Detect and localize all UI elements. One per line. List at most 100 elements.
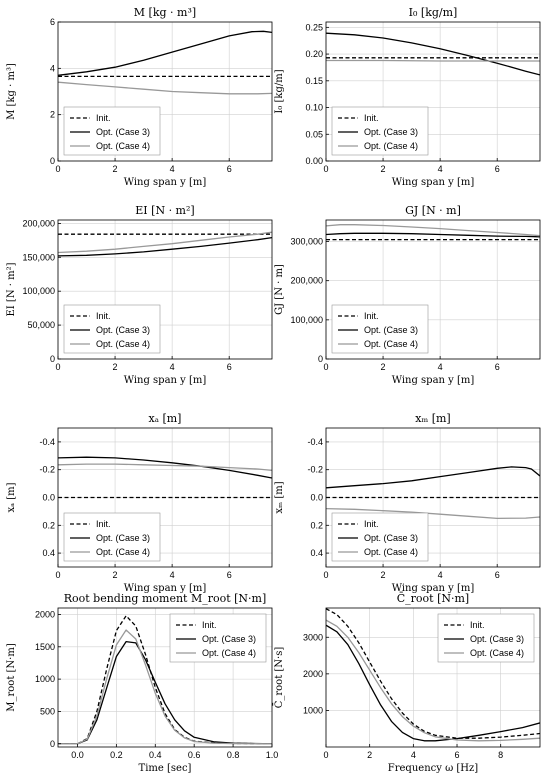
x-tick-label: 4 — [170, 164, 175, 174]
y-axis-label: M_root [N·m] — [6, 643, 17, 712]
series-line-2 — [326, 466, 540, 489]
x-tick-label: 6 — [495, 570, 500, 580]
x-tick-label: 0 — [323, 750, 328, 760]
y-tick-label: 3000 — [303, 632, 323, 642]
y-tick-label: 2000 — [303, 669, 323, 679]
y-tick-label: 0.05 — [305, 129, 323, 139]
legend-label-1: Init. — [364, 311, 379, 321]
legend-box — [331, 106, 429, 156]
x-tick-label: 2 — [381, 164, 386, 174]
x-tick-label: 0 — [55, 164, 60, 174]
plot-frame — [57, 21, 273, 162]
y-tick-label: 1000 — [35, 674, 55, 684]
y-tick-label: 0.4 — [310, 548, 323, 558]
y-tick-label: 100,000 — [290, 315, 323, 325]
x-tick-label: 4 — [170, 362, 175, 372]
legend-label-2: Opt. (Case 3) — [96, 533, 150, 543]
y-tick-label: 100,000 — [22, 286, 55, 296]
legend: Init. Opt. (Case 3) Opt. (Case 4) — [331, 106, 429, 156]
x-tick-label: 0 — [55, 570, 60, 580]
y-tick-label: -0.4 — [39, 437, 55, 447]
series-group — [326, 32, 540, 76]
legend-label-3: Opt. (Case 4) — [364, 547, 418, 557]
series-group — [58, 30, 272, 95]
x-tick-label: 6 — [495, 164, 500, 174]
plot-frame — [57, 607, 273, 748]
chart-title: EI [N · m²] — [135, 204, 194, 217]
legend-label-3: Opt. (Case 4) — [96, 141, 150, 151]
y-tick-label: -0.2 — [39, 465, 55, 475]
y-tick-label: 0 — [50, 739, 55, 749]
plot-frame — [325, 607, 541, 748]
legend-label-3: Opt. (Case 4) — [96, 339, 150, 349]
x-tick-label: 0.4 — [149, 750, 162, 760]
series-group — [326, 224, 540, 241]
legend-label-1: Init. — [202, 620, 217, 630]
y-tick-label: 0 — [50, 354, 55, 364]
y-axis-label: xₐ [m] — [6, 482, 17, 512]
legend-box — [63, 106, 161, 156]
series-line-3 — [326, 619, 540, 742]
y-tick-label: 0 — [50, 156, 55, 166]
x-tick-label: 0 — [323, 164, 328, 174]
y-tick-label: 0.2 — [310, 520, 323, 530]
chart-title: xₐ [m] — [149, 412, 182, 425]
chart-8: 0 2 4 6 8 1000 2000 3000 C̄_root [N·m] Frequency … — [273, 592, 541, 774]
chart-title: xₘ [m] — [415, 412, 450, 425]
y-tick-label: 1000 — [303, 705, 323, 715]
series-line-2 — [58, 30, 272, 76]
series-line-3 — [58, 81, 272, 95]
y-tick-label: 500 — [40, 706, 55, 716]
legend-label-1: Init. — [96, 311, 111, 321]
x-tick-label: 6 — [227, 362, 232, 372]
x-tick-label: 4 — [438, 362, 443, 372]
legend-label-3: Opt. (Case 4) — [364, 141, 418, 151]
chart-2: 0 2 4 6 0.00 0.05 0.10 0.15 0.20 0.25 I₀ [kg/m] Win… — [274, 6, 541, 188]
legend: Init. Opt. (Case 3) Opt. (Case 4) — [63, 106, 161, 156]
series-group — [326, 608, 540, 742]
series-group — [58, 231, 272, 257]
plot-frame — [325, 219, 541, 360]
x-tick-label: 0.2 — [110, 750, 123, 760]
legend-label-2: Opt. (Case 3) — [96, 127, 150, 137]
legend-label-3: Opt. (Case 4) — [470, 648, 524, 658]
legend: Init. Opt. (Case 3) Opt. (Case 4) — [331, 304, 429, 354]
x-axis-label: Wing span y [m] — [124, 583, 207, 594]
y-tick-label: 200,000 — [22, 218, 55, 228]
y-tick-label: 150,000 — [22, 252, 55, 262]
series-line-3 — [58, 629, 272, 745]
legend: Init. Opt. (Case 3) Opt. (Case 4) — [63, 304, 161, 354]
series-line-3 — [326, 224, 540, 237]
series-line-2 — [326, 32, 540, 76]
y-axis-label: GJ [N · m] — [274, 264, 285, 315]
y-tick-label: 200,000 — [290, 276, 323, 286]
legend: Init. Opt. (Case 3) Opt. (Case 4) — [437, 613, 535, 663]
y-tick-label: 6 — [50, 17, 55, 27]
y-tick-label: 0.10 — [305, 103, 323, 113]
y-axis-label: EI [N · m²] — [6, 262, 17, 316]
y-axis-label: I₀ [kg/m] — [274, 69, 285, 113]
x-tick-label: 0.8 — [227, 750, 240, 760]
x-tick-label: 2 — [381, 570, 386, 580]
chart-6: 0 2 4 6 -0.4 -0.2 0.0 0.2 0.4 xₘ [m] Wing span y [… — [274, 412, 541, 594]
y-tick-label: 0.0 — [310, 493, 323, 503]
chart-title: Root bending moment M_root [N·m] — [64, 592, 267, 605]
legend-label-1: Init. — [364, 113, 379, 123]
x-tick-label: 6 — [455, 750, 460, 760]
series-line-3 — [58, 231, 272, 254]
y-tick-label: 50,000 — [27, 320, 55, 330]
y-tick-label: 0.0 — [42, 493, 55, 503]
x-tick-label: 4 — [438, 164, 443, 174]
plot-frame — [325, 21, 541, 162]
plot-frame — [57, 219, 273, 360]
x-tick-label: 4 — [170, 570, 175, 580]
chart-title: I₀ [kg/m] — [409, 6, 458, 19]
x-tick-label: 2 — [113, 164, 118, 174]
x-tick-label: 2 — [367, 750, 372, 760]
legend-box — [63, 304, 161, 354]
x-tick-label: 4 — [411, 750, 416, 760]
chart-3: 0 2 4 6 0 50,000 100,000 150,000 200,000 EI [N · … — [6, 204, 273, 386]
chart-5: 0 2 4 6 -0.4 -0.2 0.0 0.2 0.4 xₐ [m] Wing span y [… — [6, 412, 273, 594]
series-group — [58, 456, 272, 499]
